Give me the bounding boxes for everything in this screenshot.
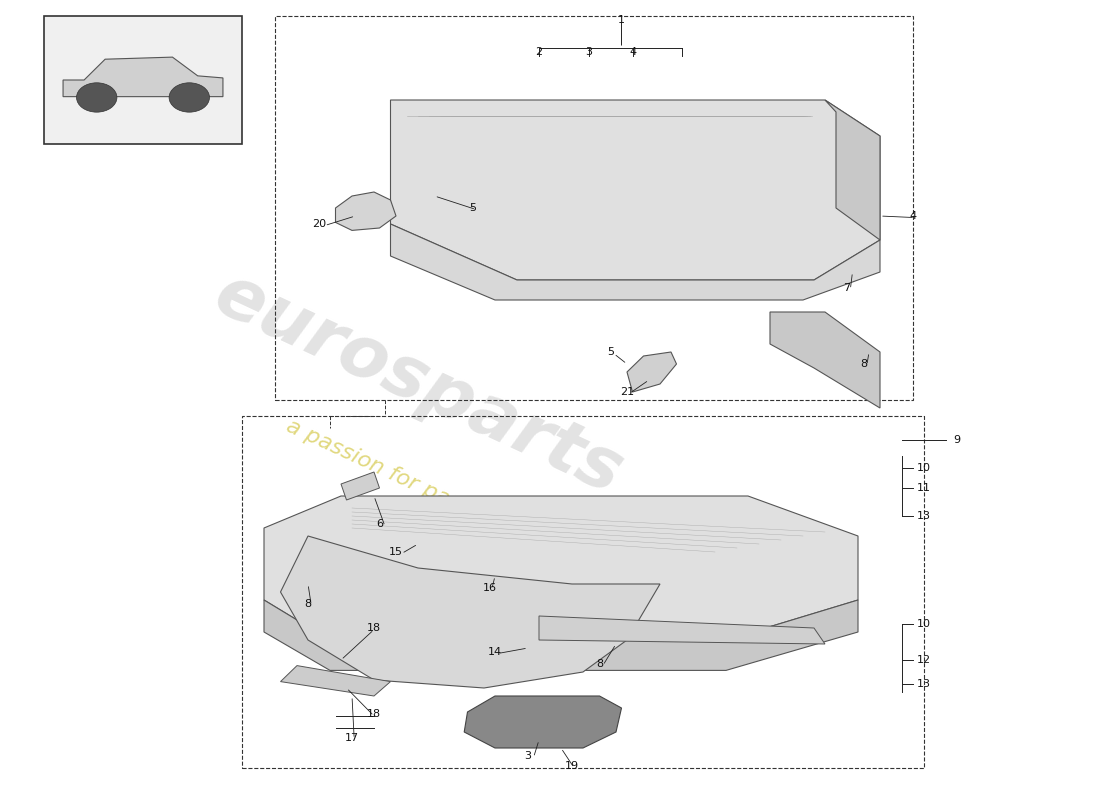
Text: 21: 21	[620, 387, 634, 397]
Text: 10: 10	[917, 619, 931, 629]
Text: 18: 18	[367, 709, 381, 718]
Polygon shape	[63, 57, 223, 97]
Bar	[44, 16, 242, 144]
Text: 12: 12	[917, 655, 931, 665]
Polygon shape	[627, 352, 676, 392]
Text: 5: 5	[470, 203, 476, 213]
Polygon shape	[264, 600, 858, 670]
Bar	[242, 416, 924, 768]
Text: 17: 17	[345, 733, 359, 742]
Text: 15: 15	[389, 547, 403, 557]
Polygon shape	[341, 472, 380, 500]
Polygon shape	[336, 192, 396, 230]
Text: 1: 1	[618, 15, 625, 25]
Text: 8: 8	[305, 599, 311, 609]
Text: 7: 7	[844, 283, 850, 293]
Text: 13: 13	[917, 511, 931, 521]
Polygon shape	[770, 312, 880, 408]
Text: 2: 2	[536, 47, 542, 57]
Text: 11: 11	[917, 483, 931, 493]
Polygon shape	[280, 666, 390, 696]
Bar	[275, 16, 913, 400]
Text: 8: 8	[860, 359, 867, 369]
Text: 13: 13	[917, 679, 931, 689]
Text: 9: 9	[954, 435, 960, 445]
Circle shape	[77, 82, 117, 112]
Polygon shape	[280, 536, 660, 688]
Text: 3: 3	[525, 751, 531, 761]
Text: 18: 18	[367, 623, 381, 633]
Polygon shape	[539, 616, 825, 644]
Polygon shape	[390, 224, 880, 300]
Text: 19: 19	[565, 762, 579, 771]
Text: eurosparts: eurosparts	[204, 259, 632, 509]
Text: 4: 4	[910, 211, 916, 221]
Circle shape	[169, 82, 209, 112]
Text: 14: 14	[488, 647, 502, 657]
Text: 8: 8	[596, 659, 603, 669]
Polygon shape	[390, 100, 880, 280]
Text: 3: 3	[585, 47, 592, 57]
Text: a passion for parts since 1985: a passion for parts since 1985	[284, 416, 596, 576]
Text: 20: 20	[312, 219, 326, 229]
Text: 5: 5	[607, 347, 614, 357]
Polygon shape	[264, 496, 858, 640]
Text: 6: 6	[376, 519, 383, 529]
Polygon shape	[825, 100, 880, 240]
Polygon shape	[464, 696, 622, 748]
Text: 4: 4	[629, 47, 636, 57]
Text: 16: 16	[483, 583, 496, 593]
Text: 10: 10	[917, 463, 931, 473]
